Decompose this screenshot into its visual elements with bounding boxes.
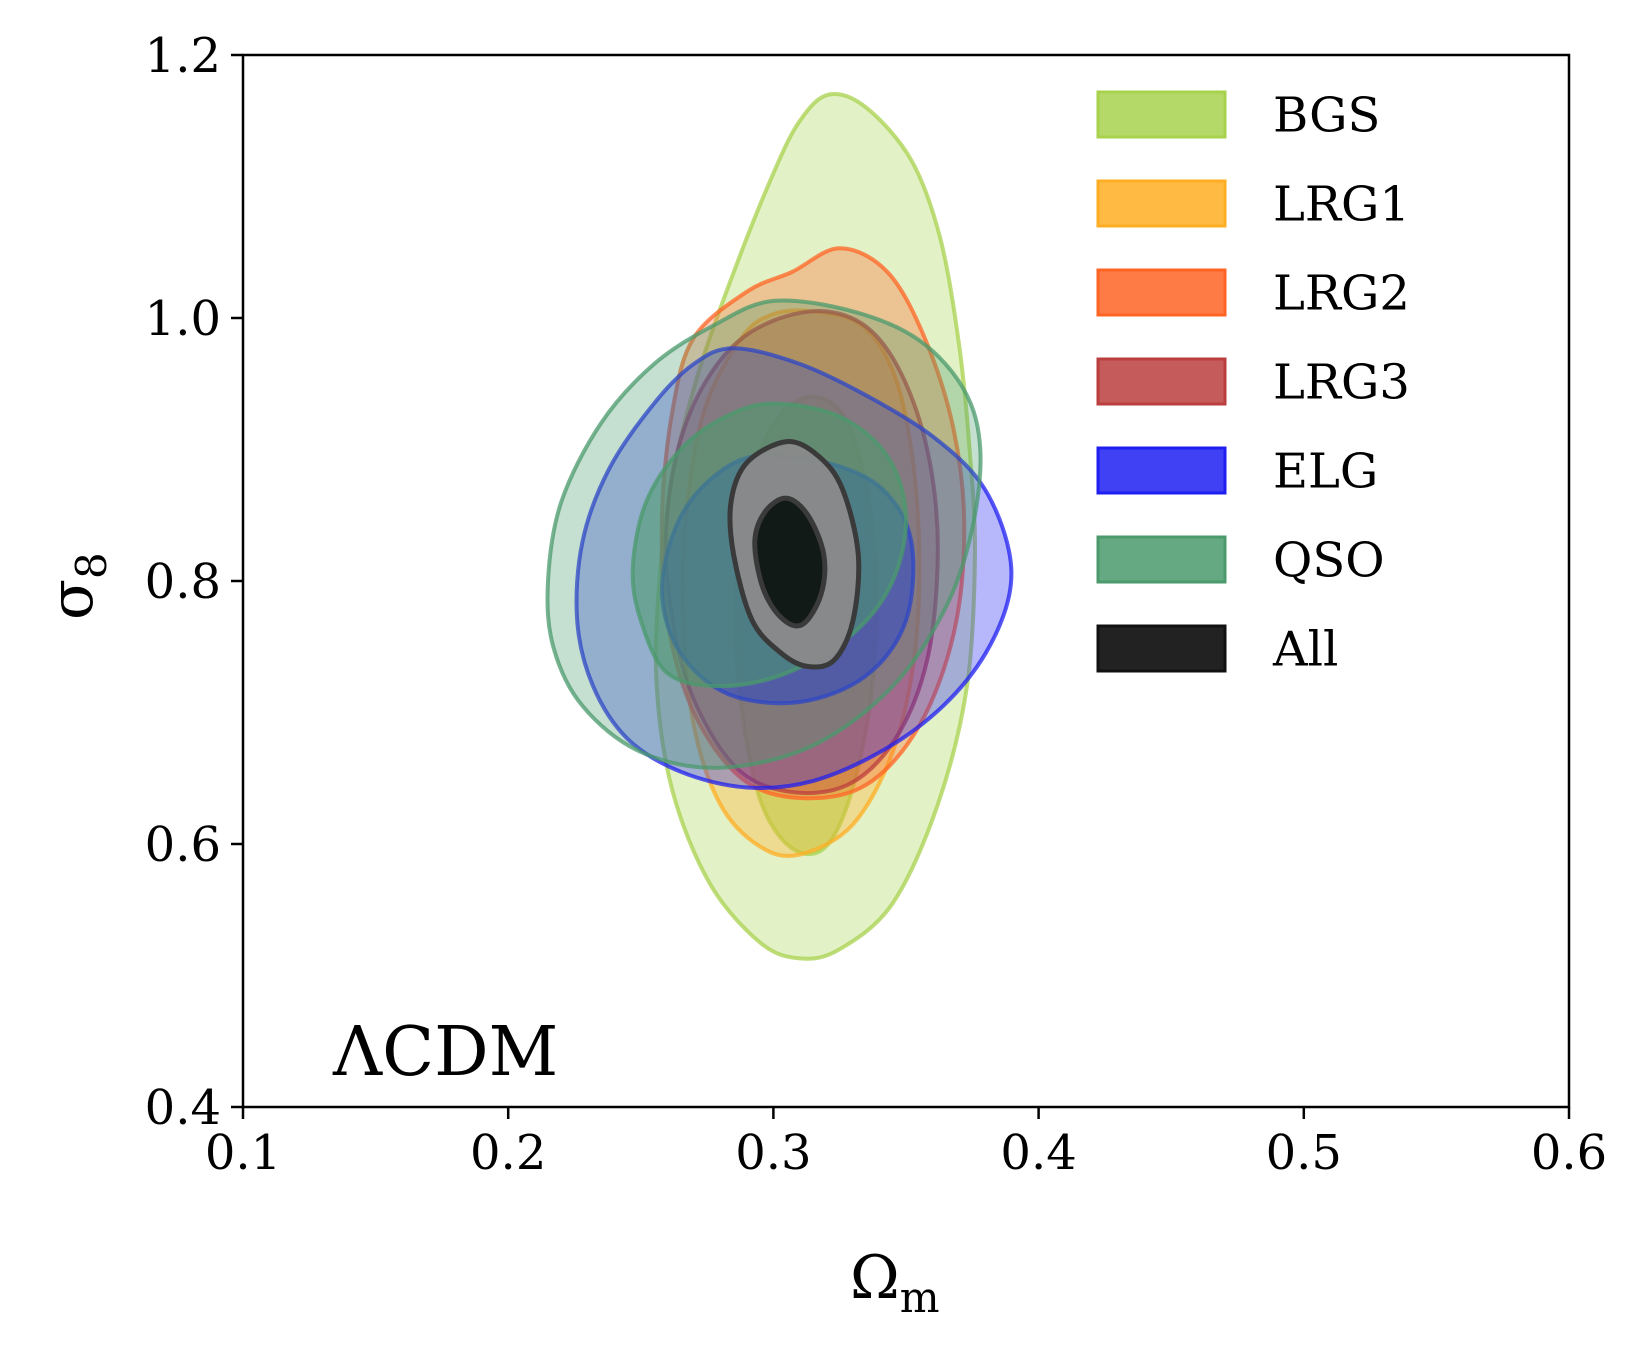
legend-swatch-all xyxy=(1096,624,1227,673)
legend-item-lrg3: LRG3 xyxy=(1096,355,1410,411)
y-tick-label: 0.8 xyxy=(145,554,221,610)
x-tick-label: 0.2 xyxy=(470,1125,546,1181)
legend-item-lrg2: LRG2 xyxy=(1096,266,1410,322)
x-axis-label-main: Ω xyxy=(850,1243,900,1313)
y-axis-label-subscript: 8 xyxy=(67,552,116,579)
x-axis-label: Ωm xyxy=(850,1243,940,1322)
legend-item-bgs: BGS xyxy=(1096,88,1380,144)
contour-all-inner xyxy=(752,495,828,629)
legend-label-qso: QSO xyxy=(1273,533,1385,589)
legend: BGS LRG1 LRG2 LRG3 ELG QSO All xyxy=(1096,88,1410,678)
legend-label-lrg2: LRG2 xyxy=(1273,266,1410,322)
legend-label-lrg3: LRG3 xyxy=(1273,355,1410,411)
x-tick-label: 0.3 xyxy=(735,1125,811,1181)
axes: 0.1 0.2 0.3 0.4 0.5 0.6 0.4 0.6 0.8 1.0 1.2 xyxy=(145,28,1608,1181)
legend-item-elg: ELG xyxy=(1096,444,1378,500)
legend-swatch-lrg3 xyxy=(1096,357,1227,406)
legend-item-lrg1: LRG1 xyxy=(1096,177,1410,233)
legend-swatch-lrg1 xyxy=(1096,179,1227,228)
model-annotation: ΛCDM xyxy=(332,1013,558,1092)
contour-group-all xyxy=(727,439,862,670)
legend-label-all: All xyxy=(1272,622,1338,678)
legend-swatch-lrg2 xyxy=(1096,268,1227,317)
legend-label-lrg1: LRG1 xyxy=(1273,177,1410,233)
legend-swatch-elg xyxy=(1096,446,1227,495)
x-tick-label: 0.4 xyxy=(1000,1125,1076,1181)
y-tick-label: 0.4 xyxy=(145,1080,221,1136)
legend-label-elg: ELG xyxy=(1273,444,1378,500)
y-tick-label: 0.6 xyxy=(145,817,221,873)
legend-label-bgs: BGS xyxy=(1273,88,1380,144)
legend-item-qso: QSO xyxy=(1096,533,1385,589)
legend-item-all: All xyxy=(1096,622,1338,678)
x-tick-label: 0.6 xyxy=(1531,1125,1607,1181)
legend-swatch-bgs xyxy=(1096,90,1227,139)
legend-swatch-qso xyxy=(1096,535,1227,584)
y-axis-label: σ8 xyxy=(37,552,116,620)
x-axis-label-subscript: m xyxy=(900,1273,940,1322)
y-tick-label: 1.0 xyxy=(145,291,221,347)
y-tick-label: 1.2 xyxy=(145,28,221,84)
y-axis-label-main: σ xyxy=(37,579,107,620)
x-tick-label: 0.1 xyxy=(205,1125,281,1181)
contour-layer xyxy=(545,91,1014,961)
x-tick-label: 0.5 xyxy=(1266,1125,1342,1181)
